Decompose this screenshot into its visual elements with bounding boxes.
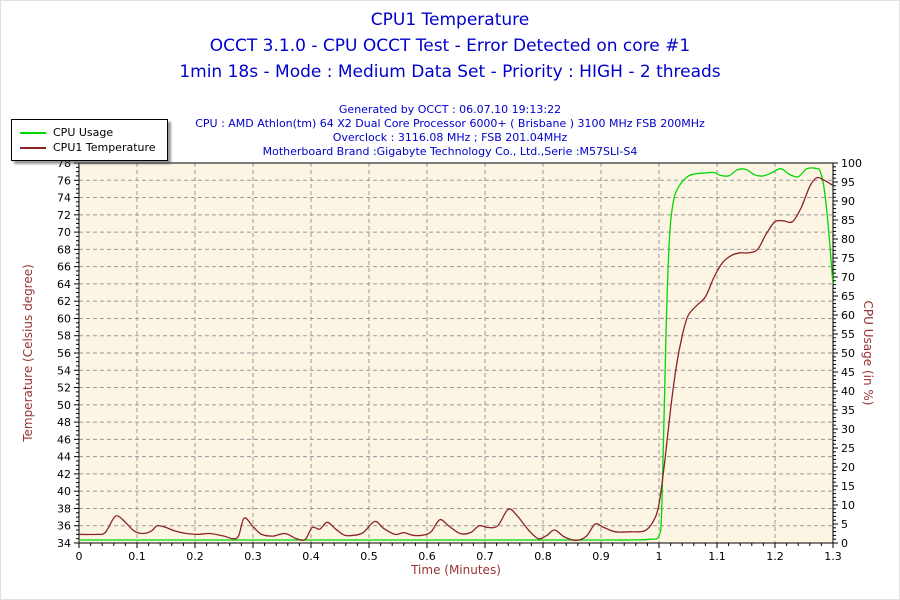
chart-subtitle-mode: 1min 18s - Mode : Medium Data Set - Prio… bbox=[179, 62, 721, 82]
svg-text:0.2: 0.2 bbox=[186, 550, 204, 563]
svg-text:38: 38 bbox=[57, 502, 71, 515]
axis-titles: Temperature (Celsius degree) CPU Usage (i… bbox=[21, 264, 875, 577]
tick-labels: 3436384042444648505254565860626466687072… bbox=[57, 157, 862, 563]
cpu-usage-line-swatch bbox=[20, 131, 46, 134]
series-cpu1-temperature bbox=[79, 176, 833, 542]
svg-text:58: 58 bbox=[57, 330, 71, 343]
svg-text:76: 76 bbox=[57, 174, 71, 187]
svg-text:0: 0 bbox=[841, 537, 848, 550]
y-axis-title-left: Temperature (Celsius degree) bbox=[21, 264, 35, 443]
legend-item-cpu1-temperature: CPU1 Temperature bbox=[20, 140, 156, 155]
plot-area bbox=[79, 163, 833, 543]
svg-text:34: 34 bbox=[57, 537, 71, 550]
svg-text:10: 10 bbox=[841, 499, 855, 512]
svg-text:0.6: 0.6 bbox=[418, 550, 436, 563]
svg-text:100: 100 bbox=[841, 157, 862, 170]
svg-text:66: 66 bbox=[57, 261, 71, 274]
svg-text:44: 44 bbox=[57, 451, 71, 464]
svg-text:50: 50 bbox=[57, 399, 71, 412]
svg-text:45: 45 bbox=[841, 366, 855, 379]
svg-text:1.2: 1.2 bbox=[766, 550, 784, 563]
svg-text:0.8: 0.8 bbox=[534, 550, 552, 563]
svg-text:0.5: 0.5 bbox=[360, 550, 378, 563]
legend-box: CPU Usage CPU1 Temperature bbox=[11, 119, 168, 161]
svg-text:0.4: 0.4 bbox=[302, 550, 320, 563]
chart-title: CPU1 Temperature bbox=[370, 10, 530, 30]
system-info-block: Generated by OCCT : 06.07.10 19:13:22 CP… bbox=[1, 103, 899, 159]
y-axis-title-right: CPU Usage (in %) bbox=[861, 301, 875, 406]
info-overclock: Overclock : 3116.08 MHz ; FSB 201.04MHz bbox=[332, 131, 568, 144]
svg-text:60: 60 bbox=[57, 312, 71, 325]
svg-text:0.1: 0.1 bbox=[128, 550, 146, 563]
svg-text:30: 30 bbox=[841, 423, 855, 436]
chart-canvas: 3436384042444648505254565860626466687072… bbox=[21, 157, 875, 577]
svg-text:56: 56 bbox=[57, 347, 71, 360]
svg-text:80: 80 bbox=[841, 233, 855, 246]
svg-text:5: 5 bbox=[841, 518, 848, 531]
info-motherboard: Motherboard Brand :Gigabyte Technology C… bbox=[262, 145, 638, 158]
svg-text:50: 50 bbox=[841, 347, 855, 360]
svg-text:90: 90 bbox=[841, 195, 855, 208]
svg-text:1: 1 bbox=[656, 550, 663, 563]
svg-text:15: 15 bbox=[841, 480, 855, 493]
svg-text:60: 60 bbox=[841, 309, 855, 322]
svg-text:48: 48 bbox=[57, 416, 71, 429]
svg-text:36: 36 bbox=[57, 520, 71, 533]
series-lines bbox=[79, 167, 833, 542]
svg-text:20: 20 bbox=[841, 461, 855, 474]
svg-text:40: 40 bbox=[841, 385, 855, 398]
svg-text:54: 54 bbox=[57, 364, 71, 377]
svg-text:0.9: 0.9 bbox=[592, 550, 610, 563]
svg-text:0: 0 bbox=[76, 550, 83, 563]
legend-label-cpu1-temperature: CPU1 Temperature bbox=[53, 141, 156, 154]
x-axis-title: Time (Minutes) bbox=[410, 563, 501, 577]
svg-text:40: 40 bbox=[57, 485, 71, 498]
chart-subtitle-test: OCCT 3.1.0 - CPU OCCT Test - Error Detec… bbox=[209, 36, 691, 56]
plot-border bbox=[78, 162, 834, 544]
chart-header: CPU1 Temperature OCCT 3.1.0 - CPU OCCT T… bbox=[1, 7, 899, 85]
svg-text:1.3: 1.3 bbox=[824, 550, 842, 563]
svg-text:1.1: 1.1 bbox=[708, 550, 726, 563]
svg-text:85: 85 bbox=[841, 214, 855, 227]
svg-text:52: 52 bbox=[57, 382, 71, 395]
svg-text:25: 25 bbox=[841, 442, 855, 455]
svg-text:70: 70 bbox=[841, 271, 855, 284]
svg-text:35: 35 bbox=[841, 404, 855, 417]
legend-label-cpu-usage: CPU Usage bbox=[53, 126, 114, 139]
svg-text:0.3: 0.3 bbox=[244, 550, 262, 563]
svg-text:55: 55 bbox=[841, 328, 855, 341]
svg-text:74: 74 bbox=[57, 192, 71, 205]
series-cpu-usage bbox=[79, 167, 833, 541]
svg-text:75: 75 bbox=[841, 252, 855, 265]
svg-text:72: 72 bbox=[57, 209, 71, 222]
svg-text:46: 46 bbox=[57, 433, 71, 446]
svg-text:70: 70 bbox=[57, 226, 71, 239]
svg-text:65: 65 bbox=[841, 290, 855, 303]
info-generated: Generated by OCCT : 06.07.10 19:13:22 bbox=[338, 103, 562, 116]
legend-item-cpu-usage: CPU Usage bbox=[20, 125, 156, 140]
cpu1-temperature-line-swatch bbox=[20, 146, 46, 149]
svg-text:0.7: 0.7 bbox=[476, 550, 494, 563]
svg-text:68: 68 bbox=[57, 243, 71, 256]
gridlines bbox=[79, 163, 833, 543]
svg-text:42: 42 bbox=[57, 468, 71, 481]
svg-text:62: 62 bbox=[57, 295, 71, 308]
svg-text:95: 95 bbox=[841, 176, 855, 189]
svg-text:64: 64 bbox=[57, 278, 71, 291]
info-cpu: CPU : AMD Athlon(tm) 64 X2 Dual Core Pro… bbox=[195, 117, 705, 130]
